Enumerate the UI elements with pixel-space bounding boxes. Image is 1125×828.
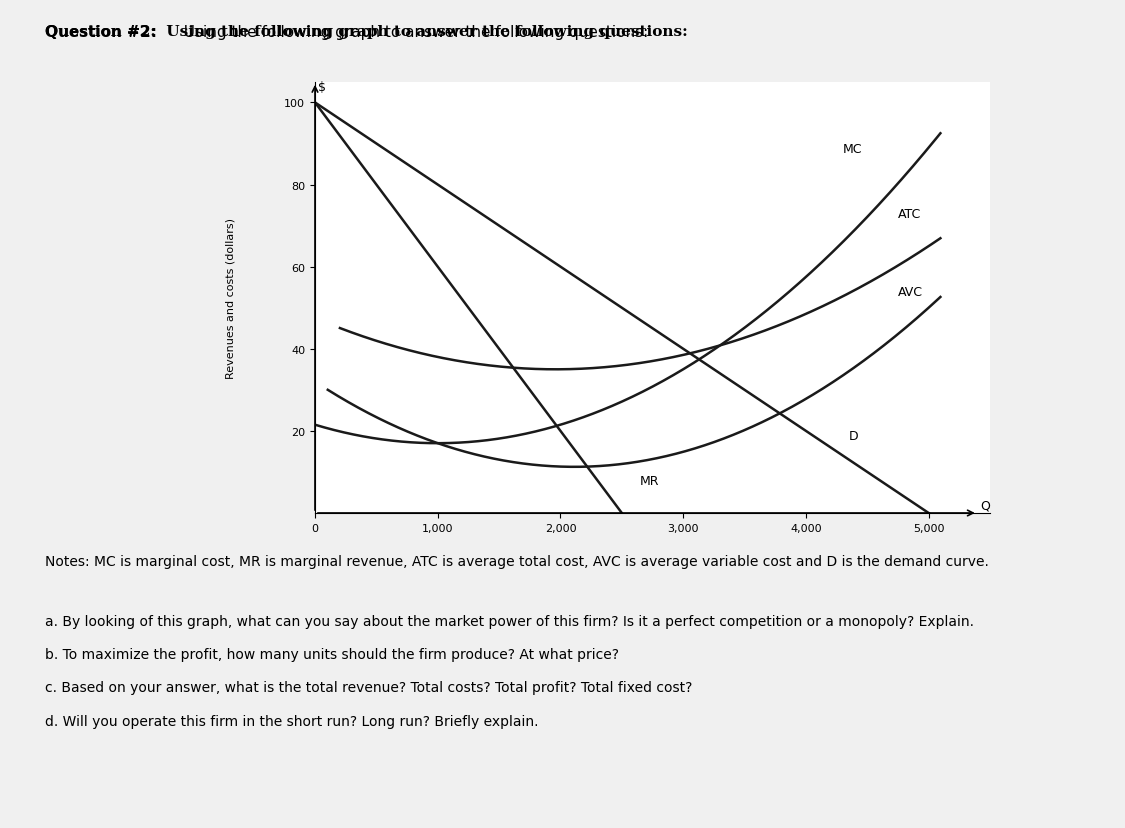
Text: Notes: MC is marginal cost, MR is marginal revenue, ATC is average total cost, A: Notes: MC is marginal cost, MR is margin…: [45, 555, 989, 569]
Text: MR: MR: [640, 474, 659, 488]
Text: d. Will you operate this firm in the short run? Long run? Briefly explain.: d. Will you operate this firm in the sho…: [45, 714, 539, 728]
Text: ATC: ATC: [898, 208, 921, 221]
Text: b. To maximize the profit, how many units should the firm produce? At what price: b. To maximize the profit, how many unit…: [45, 647, 619, 662]
Text: Question #2:  Using the following graph to answer the following questions:: Question #2: Using the following graph t…: [45, 25, 687, 39]
Text: Question #2:: Question #2:: [45, 25, 158, 40]
Text: MC: MC: [843, 142, 862, 156]
Text: AVC: AVC: [898, 286, 922, 299]
Text: Using the following graph to answer the following questions:: Using the following graph to answer the …: [174, 25, 649, 40]
Text: D: D: [849, 430, 858, 442]
Text: Q: Q: [980, 498, 990, 512]
Text: a. By looking of this graph, what can you say about the market power of this fir: a. By looking of this graph, what can yo…: [45, 614, 974, 628]
Text: $: $: [318, 81, 326, 94]
Text: Revenues and costs (dollars): Revenues and costs (dollars): [226, 218, 235, 378]
Text: c. Based on your answer, what is the total revenue? Total costs? Total profit? T: c. Based on your answer, what is the tot…: [45, 681, 692, 695]
